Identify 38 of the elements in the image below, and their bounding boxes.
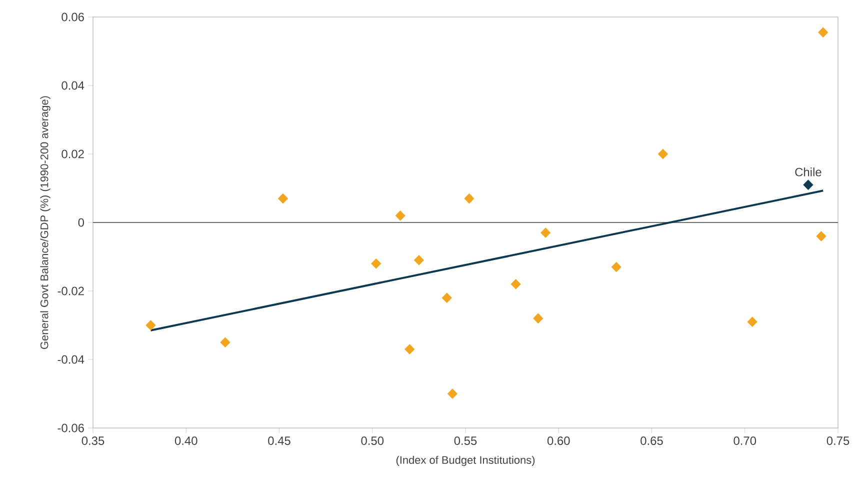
- point: [510, 278, 521, 290]
- annotation: Chile: [795, 168, 822, 176]
- x-axis-title: (Index of Budget Institutions): [396, 456, 535, 466]
- y-tick-label: 0: [78, 218, 84, 227]
- x-tick-label: 0.50: [361, 436, 384, 445]
- x-tick-label: 0.45: [268, 436, 290, 445]
- y-tick-label: 0.06: [62, 12, 84, 22]
- point: [442, 292, 452, 304]
- y-tick-label: 0.04: [62, 81, 84, 90]
- x-tick-label: 0.70: [734, 436, 756, 445]
- point: [447, 388, 458, 399]
- point: [404, 344, 415, 354]
- point: [818, 27, 828, 38]
- point: [611, 262, 622, 272]
- y-axis-title: General Govt Balance/GDP (%) (1990-200 average): [40, 96, 50, 349]
- point: [540, 228, 551, 238]
- point: [395, 210, 406, 221]
- x-tick-label: 0.40: [174, 436, 198, 445]
- point: [816, 231, 826, 242]
- point: [464, 193, 474, 204]
- point: [803, 180, 814, 190]
- x-tick-label: 0.75: [826, 436, 850, 445]
- point: [278, 193, 288, 204]
- y-tick-label: -0.02: [58, 286, 84, 296]
- point: [146, 320, 156, 330]
- point: [658, 148, 668, 160]
- y-tick-label: -0.06: [58, 424, 84, 432]
- point: [533, 313, 544, 324]
- point: [747, 316, 758, 328]
- x-tick-label: 0.35: [82, 436, 104, 445]
- point: [414, 254, 424, 266]
- x-tick-label: 0.65: [640, 436, 663, 445]
- y-tick-label: 0.02: [62, 150, 84, 158]
- point: [220, 337, 230, 348]
- x-tick-label: 0.55: [454, 436, 477, 445]
- point: [371, 258, 382, 269]
- y-tick-label: -0.04: [58, 355, 84, 364]
- x-tick-label: 0.60: [547, 436, 570, 445]
